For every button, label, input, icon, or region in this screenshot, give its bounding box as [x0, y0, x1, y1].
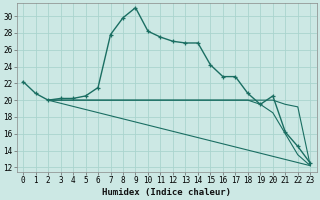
X-axis label: Humidex (Indice chaleur): Humidex (Indice chaleur)	[102, 188, 231, 197]
